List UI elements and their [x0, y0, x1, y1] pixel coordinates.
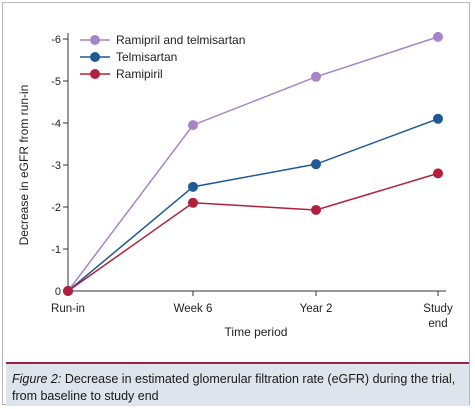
caption-text: Decrease in estimated glomerular filtrat…	[12, 372, 456, 403]
caption-label: Figure 2:	[12, 372, 62, 386]
legend-marker	[90, 69, 100, 79]
data-point	[433, 113, 443, 124]
data-point	[433, 168, 443, 179]
line-chart: 0 -1 -2 -3 -4 -5 -6 Run-in Week 6 Year 2 Study end T…	[17, 31, 453, 339]
y-tick-label: -4	[51, 118, 61, 130]
legend-label: Telmisartan	[116, 50, 177, 64]
figure-caption: Figure 2: Decrease in estimated glomerul…	[6, 362, 469, 406]
y-tick-label: -3	[51, 160, 61, 172]
data-point	[188, 181, 198, 192]
legend-marker	[90, 52, 100, 62]
x-tick-label: Study	[423, 303, 453, 315]
legend-marker	[90, 35, 100, 45]
legend-label: Ramipiril	[116, 67, 163, 81]
series-line	[67, 118, 439, 292]
series-line	[67, 36, 439, 292]
data-point	[63, 286, 73, 296]
y-tick-label: 0	[55, 286, 61, 298]
y-tick-label: -5	[51, 76, 61, 88]
data-point	[188, 197, 198, 208]
data-point	[311, 204, 321, 215]
y-tick-label: -2	[51, 202, 61, 214]
data-point	[311, 159, 321, 170]
series-line	[67, 172, 439, 292]
figure-frame: 0 -1 -2 -3 -4 -5 -6 Run-in Week 6 Year 2 Study end T…	[2, 2, 470, 406]
legend-label: Ramipril and telmisartan	[116, 33, 245, 47]
chart-panel: 0 -1 -2 -3 -4 -5 -6 Run-in Week 6 Year 2 Study end T…	[6, 6, 469, 362]
y-tick-label: -6	[51, 34, 61, 46]
x-tick-label: Year 2	[300, 303, 333, 315]
y-axis-title: Decrease in eGFR from run-in	[17, 85, 31, 246]
x-axis-title: Time period	[225, 325, 288, 339]
y-tick-label: -1	[51, 244, 61, 256]
x-tick-label: Run-in	[51, 303, 85, 315]
data-point	[433, 31, 443, 42]
x-tick-label: Week 6	[174, 303, 213, 315]
data-point	[188, 120, 198, 131]
x-tick-label: end	[428, 318, 447, 330]
data-point	[311, 71, 321, 82]
